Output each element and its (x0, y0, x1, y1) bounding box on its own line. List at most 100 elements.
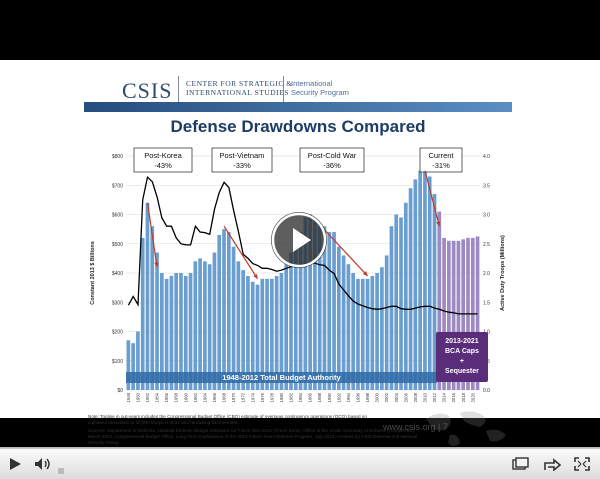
bca-label: 2013-2021 (445, 338, 479, 345)
x-tick-label: 1962 (193, 392, 198, 402)
logo-center-text: CENTER FOR STRATEGIC & INTERNATIONAL STU… (186, 79, 293, 97)
volume-slider-handle (58, 468, 64, 474)
bar (217, 234, 222, 390)
bar (188, 273, 193, 390)
y-left-tick-label: $600 (112, 213, 123, 219)
play-overlay-button[interactable] (271, 212, 327, 268)
budget-band (126, 372, 437, 383)
x-tick-label: 1974 (250, 392, 255, 402)
volume-button[interactable] (34, 457, 52, 476)
bar (255, 284, 260, 390)
slide-footer-divider: | (438, 422, 443, 432)
bar (169, 275, 174, 390)
logo-center-line1: CENTER FOR STRATEGIC & (186, 79, 293, 88)
bar (145, 202, 150, 390)
chart-note: Note: Topline in out-years includes the … (88, 414, 367, 425)
bar (423, 167, 427, 390)
y-right-tick-label: 1.5 (483, 300, 490, 306)
play-overlay-icon (271, 212, 327, 268)
bar (203, 261, 207, 390)
bca-box (435, 332, 488, 382)
bar (126, 340, 131, 390)
x-tick-label: 1970 (231, 392, 236, 402)
bar (447, 240, 451, 390)
drawdown-arrow (223, 225, 259, 280)
annotation-box (133, 147, 193, 173)
annotation-value: -43% (154, 161, 172, 170)
bar (212, 252, 217, 390)
budget-band-label: 1948-2012 Total Budget Authority (222, 373, 341, 382)
annotation-label: Post-Cold War (308, 151, 357, 160)
play-button[interactable] (8, 457, 22, 476)
bar (150, 226, 155, 390)
bar (475, 236, 480, 390)
bar (284, 264, 289, 390)
bar (241, 270, 245, 390)
csis-logo: CSIS (122, 78, 173, 103)
slide-footer: www.csis.org | 7 (383, 422, 448, 432)
y-left-tick-label: $0 (117, 388, 123, 394)
x-tick-label: 1976 (260, 392, 265, 402)
y-left-tick-label: $100 (112, 359, 123, 365)
y-left-tick-label: $800 (112, 154, 123, 160)
watch-later-button[interactable] (512, 457, 530, 476)
chart-sources: Sources: Department of Defense, National… (88, 428, 418, 445)
bar (456, 240, 461, 390)
annotation-value: -33% (233, 161, 251, 170)
y-left-tick-label: $700 (112, 183, 123, 189)
bar (131, 343, 135, 390)
annotation-box (419, 147, 463, 173)
y-left-tick-label: $300 (112, 300, 123, 306)
bar (451, 240, 456, 390)
bar (274, 275, 279, 390)
x-tick-label: 2012 (432, 392, 437, 402)
world-map-decoration (426, 411, 506, 446)
header-band (84, 102, 512, 112)
logo-divider (178, 76, 179, 102)
bar (413, 179, 418, 390)
video-top-letterbox (0, 0, 600, 60)
x-tick-label: 2000 (375, 392, 380, 402)
x-tick-label: 1958 (174, 392, 179, 402)
bar (293, 240, 298, 390)
bar (389, 226, 394, 390)
bar (461, 239, 466, 390)
bar (279, 273, 284, 390)
bar (384, 255, 389, 390)
annotation-label: Post-Korea (144, 151, 182, 160)
bar (289, 252, 293, 390)
bar (308, 214, 312, 390)
drawdown-arrowhead (436, 221, 441, 227)
volume-slider[interactable] (58, 461, 64, 479)
y-left-tick-label: $500 (112, 242, 123, 248)
fullscreen-button[interactable] (574, 457, 590, 476)
bar (403, 202, 408, 390)
volume-icon (35, 458, 50, 470)
annotation-label: Post-Vietnam (220, 151, 265, 160)
bar (193, 261, 198, 390)
bca-label: BCA Caps (445, 348, 479, 355)
bar (356, 278, 360, 390)
x-tick-label: 1964 (202, 392, 207, 402)
slide: CSIS CENTER FOR STRATEGIC & INTERNATIONA… (0, 60, 600, 446)
slide-title: Defense Drawdowns Compared (170, 117, 426, 136)
logo-program-text: International Security Program (291, 79, 349, 97)
y-left-tick-label: $200 (112, 330, 123, 336)
bar (250, 281, 255, 390)
logo-program-line1: International (291, 79, 333, 88)
x-tick-label: 2008 (413, 392, 418, 402)
bar (408, 188, 413, 390)
player-controls (0, 448, 600, 479)
bar (365, 278, 370, 390)
logo-program-line2: Security Program (291, 88, 349, 97)
drawdown-arrow (146, 202, 158, 268)
bar (246, 275, 250, 390)
bar (394, 214, 399, 390)
y-left-axis-title: Constant 2013 $ Billions (90, 241, 96, 305)
x-tick-label: 1972 (241, 392, 246, 402)
share-button[interactable] (544, 457, 562, 476)
slide-url: www.csis.org (383, 422, 436, 432)
bar (270, 278, 274, 390)
bar (136, 331, 140, 390)
bar (231, 246, 236, 390)
